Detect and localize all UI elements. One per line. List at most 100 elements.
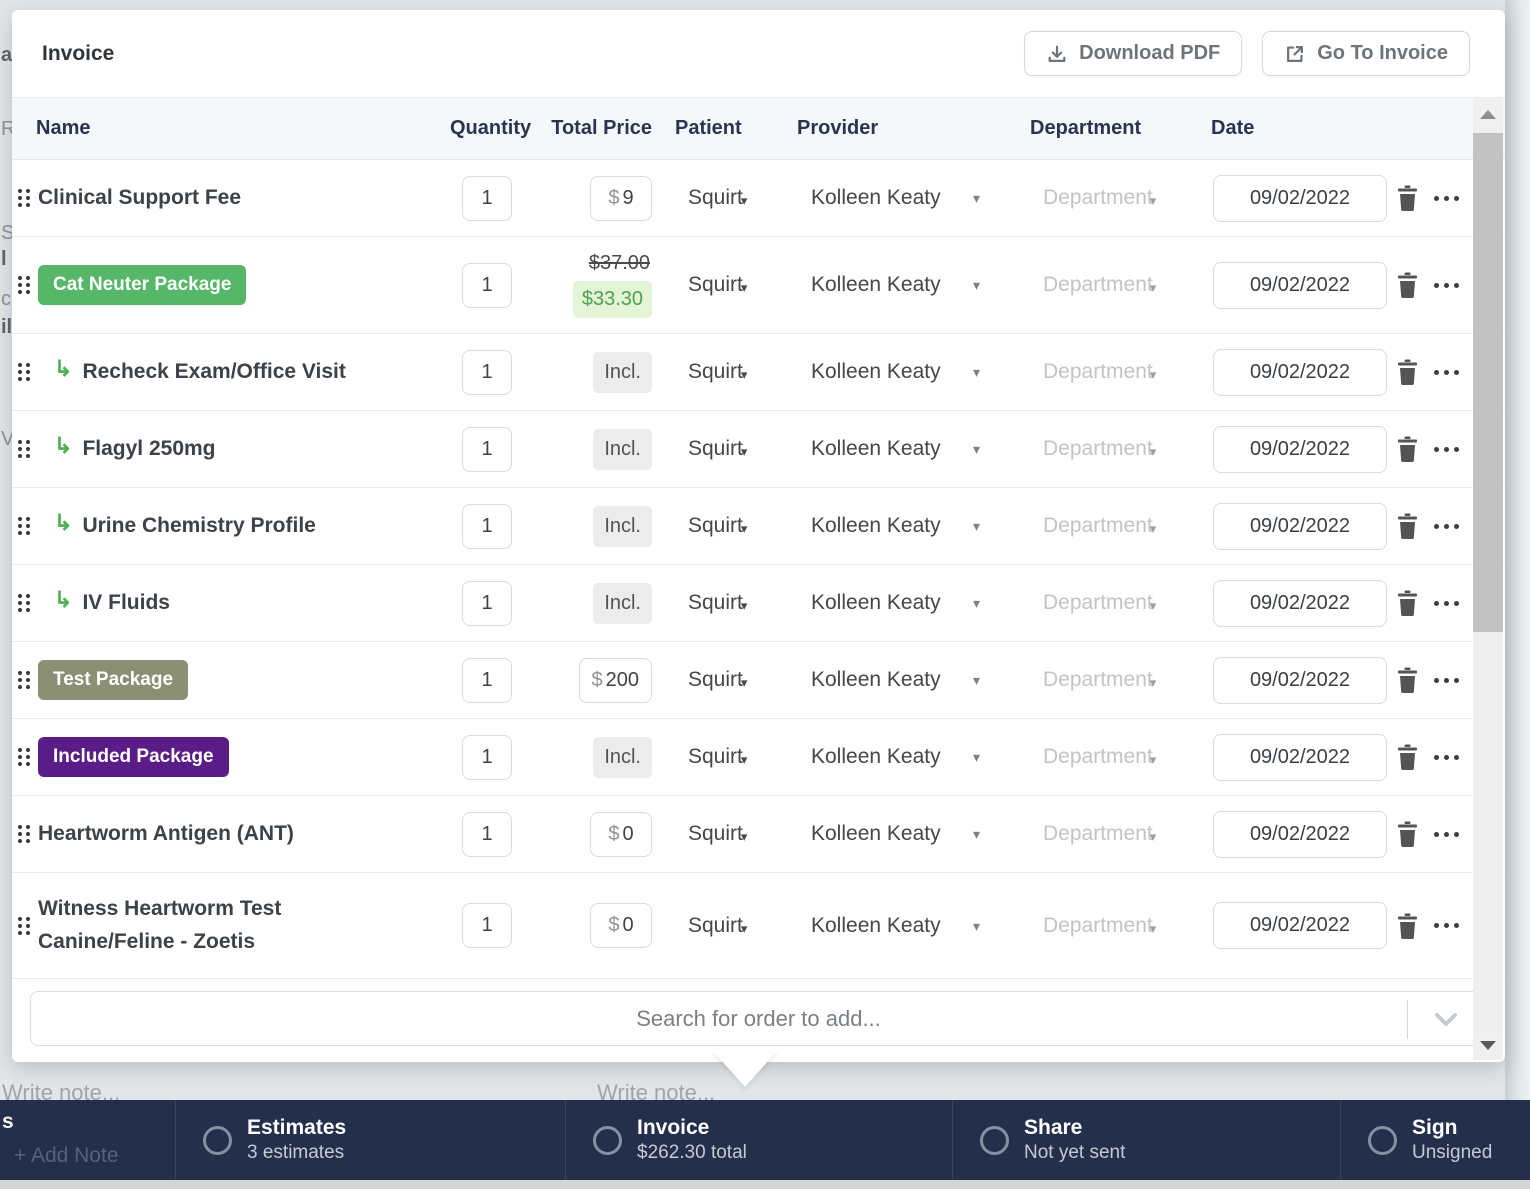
provider-select[interactable]: Kolleen Keaty ▾ [779,822,994,846]
department-select[interactable]: Department ▾ [994,591,1194,615]
drag-handle-icon[interactable] [18,594,30,612]
department-select[interactable]: Department ▾ [994,668,1194,692]
provider-select[interactable]: Kolleen Keaty ▾ [779,914,994,938]
scrollbar-thumb[interactable] [1473,133,1503,632]
tab-invoice[interactable]: Invoice $262.30 total [565,1100,952,1180]
trash-icon[interactable] [1396,513,1419,539]
quantity-input[interactable]: 1 [462,503,512,549]
row-menu-button[interactable] [1420,677,1473,683]
quantity-input[interactable]: 1 [462,262,512,308]
drag-handle-icon[interactable] [18,363,30,381]
trash-icon[interactable] [1396,185,1419,211]
patient-select[interactable]: Squirt ▾ [662,186,779,210]
provider-select[interactable]: Kolleen Keaty ▾ [779,514,994,538]
go-to-invoice-button[interactable]: Go To Invoice [1262,31,1470,76]
row-menu-button[interactable] [1420,923,1473,928]
patient-select[interactable]: Squirt ▾ [662,360,779,384]
date-input[interactable]: 09/02/2022 [1213,502,1387,550]
date-input[interactable]: 09/02/2022 [1213,656,1387,704]
date-input[interactable]: 09/02/2022 [1213,425,1387,473]
tab-share[interactable]: Share Not yet sent [952,1100,1340,1180]
price-cell[interactable]: $0 [524,903,662,948]
price-cell[interactable]: Incl. [524,428,662,470]
add-note-button[interactable]: + Add Note [14,1144,119,1167]
row-menu-button[interactable] [1420,831,1473,837]
provider-select[interactable]: Kolleen Keaty ▾ [779,591,994,615]
price-cell[interactable]: $37.00 $33.30 [524,252,662,318]
quantity-input[interactable]: 1 [462,349,512,395]
provider-select[interactable]: Kolleen Keaty ▾ [779,745,994,769]
drag-handle-icon[interactable] [18,189,30,207]
row-menu-button[interactable] [1420,600,1473,606]
tab-estimates[interactable]: Estimates 3 estimates [175,1100,565,1180]
department-select[interactable]: Department ▾ [994,822,1194,846]
quantity-input[interactable]: 1 [462,734,512,780]
patient-select[interactable]: Squirt ▾ [662,745,779,769]
scrollbar-track[interactable] [1473,97,1503,1060]
drag-handle-icon[interactable] [18,671,30,689]
trash-icon[interactable] [1396,667,1419,693]
provider-select[interactable]: Kolleen Keaty ▾ [779,360,994,384]
quantity-input[interactable]: 1 [462,903,512,948]
scrollbar-up-button[interactable] [1473,97,1503,131]
trash-icon[interactable] [1396,913,1419,939]
drag-handle-icon[interactable] [18,748,30,766]
row-menu-button[interactable] [1420,754,1473,760]
row-menu-button[interactable] [1420,282,1473,288]
patient-select[interactable]: Squirt ▾ [662,437,779,461]
price-cell[interactable]: Incl. [524,351,662,393]
date-input[interactable]: 09/02/2022 [1213,810,1387,858]
quantity-input[interactable]: 1 [462,811,512,857]
department-select[interactable]: Department ▾ [994,437,1194,461]
drag-handle-icon[interactable] [18,517,30,535]
quantity-input[interactable]: 1 [462,175,512,221]
patient-select[interactable]: Squirt ▾ [662,514,779,538]
scrollbar-down-button[interactable] [1473,1030,1503,1060]
date-input[interactable]: 09/02/2022 [1213,174,1387,222]
row-menu-button[interactable] [1420,369,1473,375]
trash-icon[interactable] [1396,272,1419,298]
trash-icon[interactable] [1396,359,1419,385]
price-cell[interactable]: Incl. [524,582,662,624]
row-menu-button[interactable] [1420,195,1473,201]
date-input[interactable]: 09/02/2022 [1213,261,1387,309]
patient-select[interactable]: Squirt ▾ [662,273,779,297]
price-cell[interactable]: $0 [524,811,662,857]
date-input[interactable]: 09/02/2022 [1213,579,1387,627]
patient-select[interactable]: Squirt ▾ [662,914,779,938]
date-input[interactable]: 09/02/2022 [1213,733,1387,781]
patient-select[interactable]: Squirt ▾ [662,822,779,846]
department-select[interactable]: Department ▾ [994,514,1194,538]
price-input[interactable]: $9 [590,175,652,221]
department-select[interactable]: Department ▾ [994,360,1194,384]
provider-select[interactable]: Kolleen Keaty ▾ [779,437,994,461]
trash-icon[interactable] [1396,821,1419,847]
trash-icon[interactable] [1396,436,1419,462]
department-select[interactable]: Department ▾ [994,914,1194,938]
trash-icon[interactable] [1396,590,1419,616]
price-cell[interactable]: Incl. [524,505,662,547]
department-select[interactable]: Department ▾ [994,745,1194,769]
provider-select[interactable]: Kolleen Keaty ▾ [779,186,994,210]
quantity-input[interactable]: 1 [462,657,512,703]
quantity-input[interactable]: 1 [462,426,512,472]
date-input[interactable]: 09/02/2022 [1213,348,1387,396]
patient-select[interactable]: Squirt ▾ [662,668,779,692]
quantity-input[interactable]: 1 [462,580,512,626]
price-input[interactable]: $200 [578,657,652,703]
search-input[interactable] [31,992,1486,1045]
department-select[interactable]: Department ▾ [994,186,1194,210]
price-cell[interactable]: $200 [524,657,662,703]
price-input[interactable]: $0 [590,903,652,948]
provider-select[interactable]: Kolleen Keaty ▾ [779,668,994,692]
drag-handle-icon[interactable] [18,276,30,294]
row-menu-button[interactable] [1420,523,1473,529]
tab-sign[interactable]: Sign Unsigned [1340,1100,1530,1180]
price-cell[interactable]: $9 [524,175,662,221]
drag-handle-icon[interactable] [18,825,30,843]
chevron-down-icon[interactable] [1434,1013,1458,1027]
date-input[interactable]: 09/02/2022 [1213,902,1387,949]
provider-select[interactable]: Kolleen Keaty ▾ [779,273,994,297]
department-select[interactable]: Department ▾ [994,273,1194,297]
drag-handle-icon[interactable] [18,916,30,935]
